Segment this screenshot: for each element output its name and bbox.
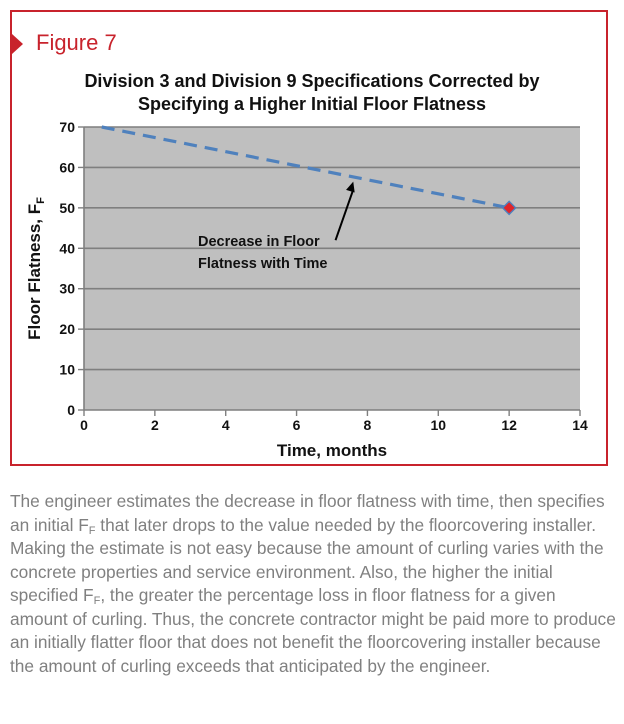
y-tick-label: 10	[59, 362, 75, 378]
plot-area	[84, 127, 580, 410]
chart-title-line-1: Division 3 and Division 9 Specifications…	[84, 71, 540, 91]
chart-title: Division 3 and Division 9 Specifications…	[32, 70, 592, 116]
chart: 0 10 20 30 40 50 60 70 0 2 4 6 8 10 12 14 Time, months Fl…	[25, 119, 588, 460]
y-tick-label: 70	[59, 119, 75, 135]
x-axis-label: Time, months	[277, 441, 387, 460]
x-tick-label: 12	[501, 417, 517, 433]
caption: The engineer estimates the decrease in f…	[10, 490, 618, 678]
y-axis-label: Floor Flatness, FF	[25, 197, 47, 340]
annotation-text: Decrease in Floor	[198, 234, 320, 250]
figure-frame: Figure 7 Division 3 and Division 9 Speci…	[10, 10, 608, 466]
annotation-text: Flatness with Time	[198, 256, 327, 272]
caption-text: The engineer estimates the decrease in f…	[10, 491, 605, 535]
figure-marker-icon	[12, 34, 23, 54]
series-line	[101, 125, 510, 210]
y-tick-label: 30	[59, 281, 75, 297]
caption-text: that later drops to the value needed by …	[10, 514, 604, 606]
x-tick-label: 2	[151, 417, 159, 433]
x-tick-label: 10	[430, 417, 446, 433]
x-tick-label: 4	[222, 417, 230, 433]
caption-subscript: F	[88, 524, 96, 537]
annotation-arrow-line	[334, 189, 355, 241]
figure-label: Figure 7	[36, 30, 117, 55]
y-tick-label: 0	[67, 402, 75, 418]
x-tick-label: 0	[80, 417, 88, 433]
y-tick-label: 40	[59, 240, 75, 256]
annotation-arrow-head	[346, 181, 355, 193]
y-tick-label: 60	[59, 159, 75, 175]
y-tick-label: 20	[59, 321, 75, 337]
x-tick-label: 14	[572, 417, 588, 433]
x-tick-label: 6	[293, 417, 301, 433]
data-point-marker	[501, 200, 517, 216]
caption-text: , the greater the percentage loss in flo…	[10, 585, 616, 676]
caption-subscript: F	[93, 595, 101, 607]
y-tick-label: 50	[59, 200, 75, 216]
x-tick-label: 8	[364, 417, 372, 433]
chart-title-line-2: Specifying a Higher Initial Floor Flatne…	[137, 94, 487, 114]
